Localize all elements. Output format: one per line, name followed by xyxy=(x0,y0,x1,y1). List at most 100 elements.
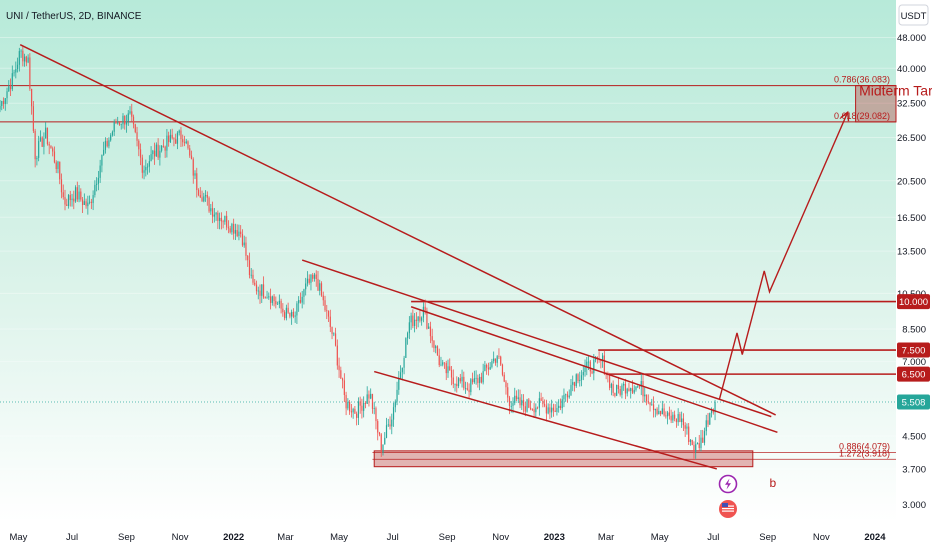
candle-body xyxy=(215,212,217,215)
candle-body xyxy=(210,208,212,212)
candle-body xyxy=(505,381,507,388)
candle-body xyxy=(528,399,530,408)
candle-body xyxy=(334,333,337,346)
candle-body xyxy=(412,315,414,326)
chart-title: UNI / TetherUS, 2D, BINANCE xyxy=(6,11,142,22)
candle-body xyxy=(621,385,623,395)
candle-body xyxy=(322,295,324,301)
candle-body xyxy=(522,399,525,407)
candle-body xyxy=(208,197,210,212)
candle-body xyxy=(350,411,352,413)
candle-body xyxy=(349,401,351,412)
candle-body xyxy=(415,319,417,321)
channel-top xyxy=(301,259,772,418)
candle-body xyxy=(556,407,558,412)
candle-body xyxy=(178,130,180,133)
candle-body xyxy=(206,194,208,198)
candle-body xyxy=(651,404,653,406)
candle-body xyxy=(306,278,309,284)
x-tick-label: Sep xyxy=(439,532,456,543)
candle-body xyxy=(113,121,115,132)
candle-body xyxy=(512,403,514,406)
candle-body xyxy=(450,370,453,378)
candle-body xyxy=(491,361,493,367)
candle-body xyxy=(475,377,477,379)
candle-body xyxy=(370,393,372,399)
candle-body xyxy=(219,217,221,221)
candle-body xyxy=(154,150,156,157)
currency-selector[interactable]: USDT xyxy=(898,4,929,26)
candle-body xyxy=(25,56,27,63)
candle-body xyxy=(27,57,29,63)
candle-body xyxy=(638,386,641,388)
candle-body xyxy=(406,333,409,339)
candle-body xyxy=(129,111,131,114)
candle-body xyxy=(34,130,36,160)
x-tick-label: Jul xyxy=(707,532,719,543)
candle-body xyxy=(577,374,579,381)
candle-body xyxy=(696,443,699,445)
candle-body xyxy=(317,278,319,291)
major-downtrend xyxy=(19,44,776,416)
candle-body xyxy=(392,407,395,420)
candle-body xyxy=(52,148,54,152)
candle-body xyxy=(665,415,667,417)
candle-body xyxy=(89,201,91,203)
candle-body xyxy=(324,300,326,311)
candle-body xyxy=(175,139,177,144)
lightning-icon[interactable] xyxy=(718,474,738,494)
candle-body xyxy=(73,198,75,202)
candle-body xyxy=(363,403,365,411)
candle-body xyxy=(471,379,474,383)
candle-body xyxy=(161,145,163,151)
candle-body xyxy=(110,135,112,141)
candle-body xyxy=(36,157,38,160)
candle-body xyxy=(461,376,463,382)
candle-body xyxy=(308,278,310,283)
candle-body xyxy=(361,405,363,411)
candle-body xyxy=(352,408,354,413)
candle-body xyxy=(136,132,138,141)
y-tick-label: 4.500 xyxy=(902,432,926,443)
candle-body xyxy=(677,414,679,423)
candle-body xyxy=(331,326,333,334)
candle-body xyxy=(514,395,516,404)
candle-body xyxy=(294,315,296,317)
candle-body xyxy=(238,231,240,236)
candle-body xyxy=(312,274,314,279)
candle-body xyxy=(50,145,52,149)
time-axis: May Jul Sep Nov 2022 Mar May Jul Sep Nov 2023 Mar Ma… xyxy=(9,532,886,543)
gridlines xyxy=(0,37,896,505)
candle-body xyxy=(568,395,570,398)
candle-body xyxy=(343,380,345,395)
fib-level-label: 0.886(4.079) xyxy=(839,442,890,452)
candle-body xyxy=(602,355,604,362)
candle-body xyxy=(580,375,583,380)
candle-body xyxy=(689,439,692,442)
x-tick-label: Nov xyxy=(492,532,509,543)
candle-body xyxy=(498,356,500,358)
candle-body xyxy=(169,134,172,143)
us-flag-icon[interactable] xyxy=(719,500,737,518)
candle-body xyxy=(117,122,119,124)
candle-body xyxy=(587,361,590,363)
fib-level-label: 0.786(36.083) xyxy=(834,75,890,85)
x-tick-label: May xyxy=(330,532,348,543)
candle-body xyxy=(405,338,407,358)
candle-body xyxy=(507,387,509,398)
candle-body xyxy=(148,161,150,167)
projection-arrowhead xyxy=(840,110,850,122)
candle-body xyxy=(626,388,628,394)
candle-body xyxy=(586,361,588,368)
level-badge xyxy=(897,294,930,310)
y-tick-label: 8.500 xyxy=(902,324,926,335)
candle-body xyxy=(424,306,426,311)
candle-body xyxy=(645,394,648,402)
candle-body xyxy=(384,437,386,445)
candle-body xyxy=(203,196,205,202)
candle-body xyxy=(69,195,71,201)
candle-body xyxy=(702,437,704,443)
candle-body xyxy=(222,221,224,223)
candle-body xyxy=(422,306,425,318)
candle-body xyxy=(661,408,663,415)
